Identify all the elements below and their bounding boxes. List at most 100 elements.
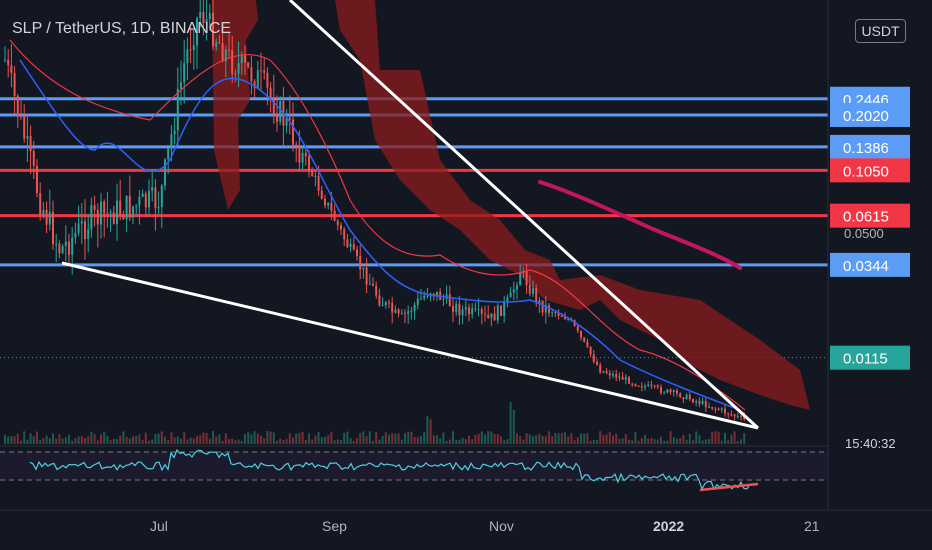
candle-body <box>77 223 80 234</box>
volume-bar <box>740 439 742 444</box>
volume-bar <box>320 437 323 444</box>
candle-body <box>420 298 422 300</box>
candle-body <box>487 314 490 318</box>
candle-body <box>484 313 486 315</box>
volume-bar <box>471 438 474 444</box>
candle-body <box>490 313 493 318</box>
volume-bar <box>452 431 454 444</box>
candle-body <box>311 171 314 176</box>
volume-bar <box>372 440 374 444</box>
volume-bar <box>375 431 378 444</box>
volume-bars <box>4 402 746 444</box>
candle-body <box>423 295 426 299</box>
candle-body <box>695 401 698 403</box>
volume-bar <box>455 439 458 444</box>
volume-bar <box>106 435 109 444</box>
volume-bar <box>736 440 739 444</box>
level-label-bg-2 <box>830 134 910 159</box>
volume-bar <box>397 433 400 444</box>
price-tick-1: 0.0500 <box>844 226 884 241</box>
candle-body <box>196 18 198 46</box>
volume-bar <box>352 440 355 444</box>
volume-bar <box>16 433 19 444</box>
volume-bar <box>208 438 211 444</box>
candle-body <box>391 302 394 313</box>
candle-body <box>141 193 144 198</box>
volume-bar <box>183 432 186 444</box>
volume-bar <box>301 431 304 444</box>
candle-body <box>330 202 333 211</box>
volume-bar <box>148 440 150 444</box>
volume-bar <box>426 416 429 444</box>
volume-bar <box>400 439 403 444</box>
volume-bar <box>39 440 42 444</box>
candle-body <box>327 202 330 206</box>
volume-bar <box>624 434 627 444</box>
rsi-band <box>0 452 828 480</box>
candle-body <box>564 317 566 320</box>
candle-body <box>586 341 589 347</box>
volume-bar <box>119 435 122 444</box>
volume-bar <box>660 436 662 444</box>
volume-bar <box>589 440 592 444</box>
volume-bar <box>580 433 582 444</box>
candle-body <box>698 401 701 404</box>
candle-body <box>74 233 77 238</box>
volume-bar <box>656 439 659 444</box>
currency-button[interactable]: USDT <box>855 19 906 43</box>
candle-body <box>365 267 368 285</box>
candle-body <box>52 211 54 245</box>
volume-bar <box>554 433 557 444</box>
candle-body <box>218 42 221 44</box>
candle-body <box>615 374 618 378</box>
volume-bar <box>103 431 106 444</box>
level-label-bg-4 <box>830 203 910 228</box>
candle-body <box>528 285 531 294</box>
candle-body <box>468 307 470 315</box>
volume-bar <box>250 434 253 444</box>
volume-bar <box>663 440 666 444</box>
candle-body <box>666 389 669 393</box>
bar-countdown: 15:40:32 <box>845 436 896 451</box>
volume-bar <box>666 440 669 444</box>
volume-bar <box>202 432 205 444</box>
volume-bar <box>68 434 70 444</box>
candle-body <box>256 70 259 89</box>
volume-bar <box>653 439 656 444</box>
volume-bar <box>132 436 134 444</box>
volume-bar <box>647 438 650 444</box>
candle-body <box>317 175 320 191</box>
volume-bar <box>272 432 275 444</box>
volume-bar <box>538 433 541 444</box>
volume-bar <box>170 432 173 444</box>
volume-bar <box>180 438 182 444</box>
candle-body <box>567 318 570 320</box>
candle-body <box>653 385 656 387</box>
volume-bar <box>343 432 346 444</box>
candle-body <box>394 309 397 313</box>
volume-bar <box>314 435 317 444</box>
volume-bar <box>285 439 288 444</box>
candle-body <box>436 291 438 297</box>
candle-body <box>183 63 186 83</box>
volume-bar <box>327 435 330 444</box>
candle-body <box>260 70 262 72</box>
candle-body <box>548 305 550 314</box>
volume-bar <box>237 439 240 444</box>
volume-bar <box>128 438 131 444</box>
candle-body <box>144 193 147 208</box>
volume-bar <box>228 439 230 444</box>
rsi-divergence-line <box>699 482 759 492</box>
candle-body <box>192 45 195 50</box>
candle-body <box>48 211 51 225</box>
candle-body <box>109 212 112 214</box>
candle-body <box>84 221 86 240</box>
candle-body <box>250 67 253 82</box>
candle-body <box>676 390 678 394</box>
candle-body <box>4 59 6 61</box>
volume-bar <box>154 434 157 444</box>
volume-bar <box>679 438 682 444</box>
volume-bar <box>404 433 406 444</box>
wedge-lower-line <box>61 261 759 430</box>
